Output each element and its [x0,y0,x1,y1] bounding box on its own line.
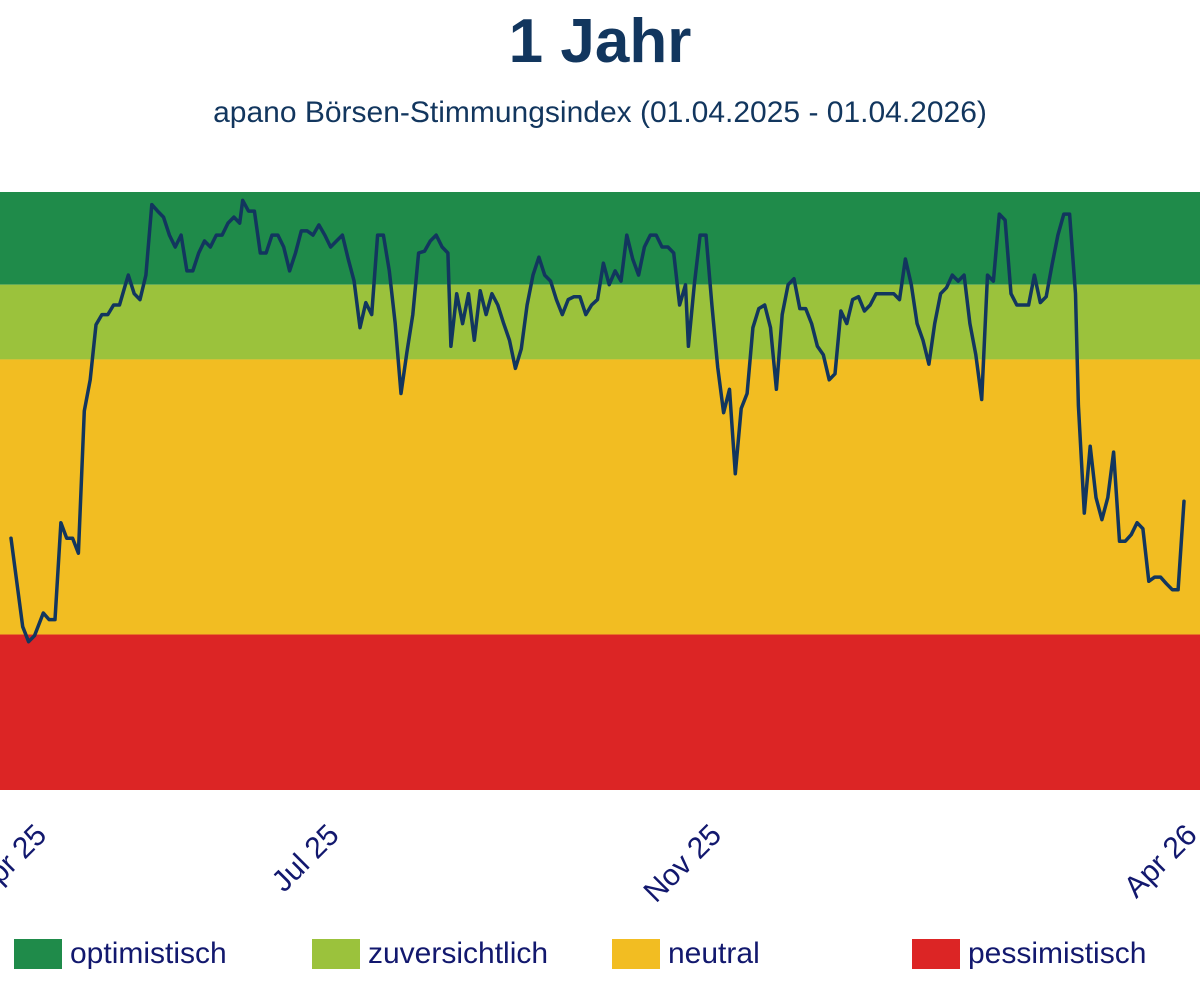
legend-item-pessimistisch: pessimistisch [912,934,1146,974]
legend: optimistisch zuversichtlich neutral pess… [0,934,1200,978]
legend-swatch-neutral [612,939,660,969]
legend-swatch-optimistisch [14,939,62,969]
x-tick-label: Jul 25 [266,818,346,898]
sentiment-index-line [9,198,1186,644]
legend-label-optimistisch: optimistisch [70,937,227,970]
legend-swatch-pessimistisch [912,939,960,969]
sentiment-zones [0,192,1200,790]
legend-label-pessimistisch: pessimistisch [968,937,1147,970]
legend-swatch-zuversichtlich [312,939,360,969]
zone-pessimistisch [0,634,1200,790]
x-tick-label: Apr 26 [1118,818,1200,904]
x-tick-label: Apr 25 [0,818,53,904]
legend-label-zuversichtlich: zuversichtlich [368,937,549,970]
chart-subtitle: apano Börsen-Stimmungsindex (01.04.2025 … [213,96,987,129]
series-line-layer [9,198,1186,644]
x-tick-label: Nov 25 [637,818,728,909]
chart-title: 1 Jahr [508,7,692,76]
legend-label-neutral: neutral [668,937,760,970]
legend-item-zuversichtlich: zuversichtlich [312,934,548,974]
legend-item-neutral: neutral [612,934,760,974]
zone-optimistisch [0,192,1200,285]
zone-neutral [0,359,1200,635]
legend-item-optimistisch: optimistisch [14,934,227,974]
x-axis-ticks: Apr 25 Jul 25 Nov 25 Apr 26 [0,818,1200,909]
zone-zuversichtlich [0,284,1200,360]
